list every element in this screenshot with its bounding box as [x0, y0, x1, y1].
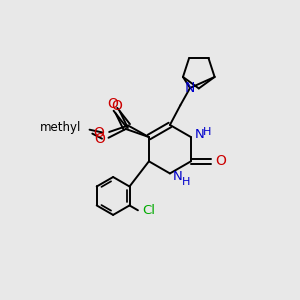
Text: Cl: Cl [142, 204, 155, 217]
Text: H: H [182, 176, 190, 187]
Text: N: N [185, 81, 195, 95]
Text: N: N [173, 170, 182, 183]
Text: O: O [108, 97, 118, 111]
Text: O: O [111, 99, 122, 113]
Text: O: O [216, 154, 226, 168]
Text: H: H [203, 127, 211, 137]
Text: N: N [194, 128, 204, 141]
Text: O: O [94, 126, 105, 140]
Text: methyl: methyl [40, 121, 82, 134]
Text: O: O [94, 132, 105, 146]
